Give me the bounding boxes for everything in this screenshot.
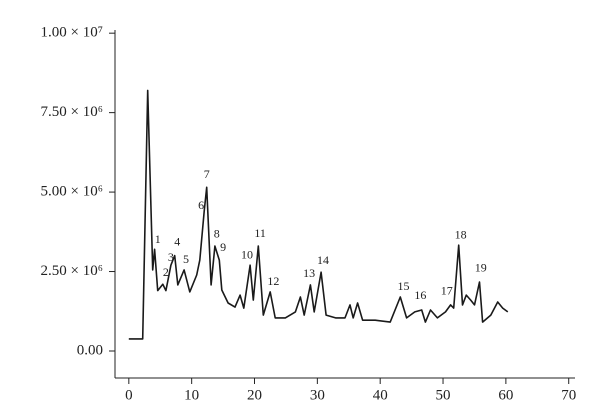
peak-label: 2 (163, 265, 169, 279)
x-tick-label: 50 (436, 387, 451, 403)
x-tick-label: 30 (310, 387, 325, 403)
peak-label: 18 (455, 228, 467, 242)
peak-label: 12 (267, 274, 279, 288)
peak-label: 16 (414, 288, 426, 302)
x-tick-label: 70 (561, 387, 576, 403)
peak-label: 10 (241, 248, 253, 262)
x-tick-label: 40 (373, 387, 388, 403)
y-tick-label: 1.00 × 10⁷ (41, 25, 103, 41)
x-tick-label: 10 (184, 387, 199, 403)
peak-label: 14 (317, 253, 329, 267)
peak-label: 3 (168, 250, 174, 264)
peak-label: 17 (441, 284, 453, 298)
x-tick-label: 60 (498, 387, 513, 403)
y-tick-label: 2.50 × 10⁶ (41, 263, 103, 279)
peak-label: 11 (254, 226, 266, 240)
peak-label: 19 (475, 261, 487, 275)
peak-label: 5 (183, 252, 189, 266)
peak-label: 6 (198, 198, 204, 212)
x-tick-label: 20 (247, 387, 262, 403)
x-tick-label: 0 (125, 387, 133, 403)
peak-label: 9 (220, 240, 226, 254)
peak-label: 1 (155, 232, 161, 246)
peak-label: 4 (174, 235, 180, 249)
peak-label: 7 (204, 167, 210, 181)
y-tick-label: 7.50 × 10⁶ (41, 104, 103, 120)
peak-label: 15 (397, 279, 409, 293)
y-tick-label: 0.00 (77, 342, 103, 358)
peak-label: 8 (214, 227, 220, 241)
peak-label: 13 (303, 266, 315, 280)
y-tick-label: 5.00 × 10⁶ (41, 184, 103, 200)
line (128, 89, 509, 340)
